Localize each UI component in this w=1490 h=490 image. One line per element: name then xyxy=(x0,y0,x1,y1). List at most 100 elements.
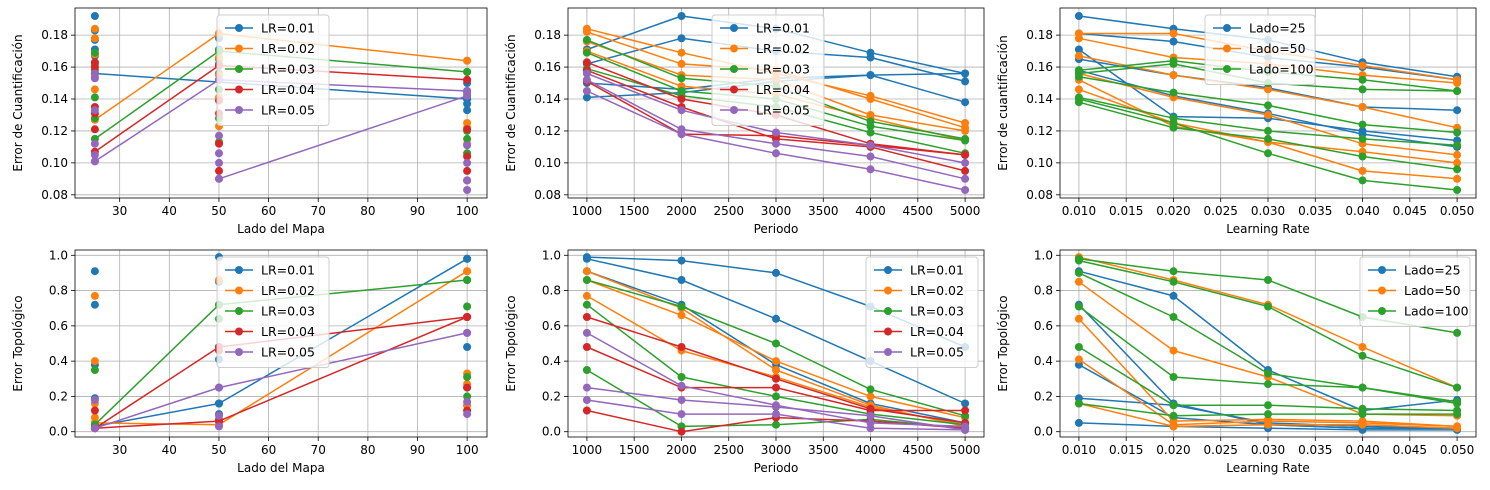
y-tick-label: 0.6 xyxy=(1034,319,1053,333)
y-tick-label: 0.4 xyxy=(49,354,68,368)
legend-label: LR=0.03 xyxy=(261,304,315,319)
y-tick-label: 0.08 xyxy=(41,188,68,202)
legend-marker xyxy=(1223,65,1231,73)
legend-label: LR=0.03 xyxy=(261,62,315,77)
data-point xyxy=(1453,150,1462,159)
legend-box xyxy=(711,14,825,126)
data-point xyxy=(1358,134,1367,143)
data-point xyxy=(1074,314,1083,323)
x-axis-label: Periodo xyxy=(754,461,799,475)
y-tick-label: 0.0 xyxy=(49,425,68,439)
data-point xyxy=(772,314,780,323)
series-5 xyxy=(582,328,970,434)
series-5 xyxy=(90,69,472,194)
x-tick-label: 0.035 xyxy=(1298,443,1332,457)
legend-label: LR=0.04 xyxy=(910,324,964,339)
legend-label: LR=0.01 xyxy=(261,263,315,278)
x-tick-label: 0.010 xyxy=(1062,443,1096,457)
data-point xyxy=(90,300,99,309)
data-point xyxy=(90,291,99,300)
legend-label: Lado=25 xyxy=(1249,21,1306,36)
data-point xyxy=(1264,134,1272,143)
legend-label: LR=0.01 xyxy=(910,263,964,278)
data-point xyxy=(463,56,472,65)
data-layer xyxy=(90,253,472,433)
y-tick-label: 0.10 xyxy=(1026,156,1053,170)
y-tick-label: 0.14 xyxy=(534,92,561,106)
legend: LR=0.01 LR=0.02 LR=0.03 LR=0.04 LR=0.05 xyxy=(865,256,979,368)
x-tick-label: 1500 xyxy=(619,204,650,218)
data-point xyxy=(772,268,780,277)
data-point xyxy=(961,126,970,135)
data-point xyxy=(582,383,591,392)
data-point xyxy=(677,74,686,83)
legend-marker xyxy=(730,85,738,94)
x-axis-label: Learning Rate xyxy=(1226,222,1309,236)
legend-label: Lado=25 xyxy=(1404,263,1461,278)
data-point xyxy=(463,397,472,406)
data-point xyxy=(961,186,970,194)
data-point xyxy=(866,128,875,137)
legend-marker xyxy=(884,286,892,295)
x-tick-label: 0.030 xyxy=(1251,443,1285,457)
y-tick-label: 0.2 xyxy=(49,389,68,403)
axes-frame xyxy=(567,249,985,438)
y-tick-label: 0.16 xyxy=(41,60,68,74)
legend-marker xyxy=(1378,266,1386,274)
x-tick-label: 4000 xyxy=(855,204,886,218)
data-point xyxy=(1453,174,1462,183)
x-axis-label: Periodo xyxy=(754,222,799,236)
data-point xyxy=(1074,268,1083,277)
legend-box xyxy=(865,256,979,368)
y-tick-label: 0.8 xyxy=(49,284,68,298)
data-point xyxy=(582,69,591,78)
legend-box xyxy=(1359,256,1471,327)
data-point xyxy=(1074,256,1083,265)
x-tick-label: 0.010 xyxy=(1062,204,1096,218)
data-point xyxy=(961,425,970,434)
legend-label: Lado=100 xyxy=(1249,62,1314,77)
x-tick-label: 0.025 xyxy=(1204,443,1238,457)
data-point xyxy=(1358,75,1367,84)
data-point xyxy=(463,328,472,337)
data-point xyxy=(582,75,591,84)
x-tick-label: 30 xyxy=(112,204,127,218)
data-point xyxy=(677,276,686,284)
y-tick-label: 0.16 xyxy=(534,60,561,74)
data-point xyxy=(215,166,223,175)
data-point xyxy=(1264,380,1272,389)
data-point xyxy=(677,410,686,419)
data-point xyxy=(677,95,686,103)
data-point xyxy=(582,406,591,415)
data-point xyxy=(866,141,875,150)
x-tick-label: 1500 xyxy=(619,443,650,457)
y-tick-label: 0.18 xyxy=(41,28,68,42)
data-point xyxy=(1074,302,1083,311)
x-tick-label: 50 xyxy=(211,204,226,218)
x-tick-label: 5000 xyxy=(950,443,981,457)
data-point xyxy=(90,74,99,83)
data-point xyxy=(1074,343,1083,351)
data-point xyxy=(677,343,686,351)
data-point xyxy=(582,93,591,102)
axes-frame xyxy=(1059,249,1477,438)
data-point xyxy=(582,267,591,276)
x-tick-label: 0.025 xyxy=(1204,204,1238,218)
data-point xyxy=(677,12,686,20)
data-point xyxy=(1264,111,1272,119)
data-point xyxy=(677,373,686,381)
legend-marker xyxy=(235,44,243,53)
x-tick-label: 0.045 xyxy=(1393,443,1427,457)
data-point xyxy=(1358,120,1367,129)
axes-frame xyxy=(74,7,488,199)
data-layer xyxy=(582,253,970,436)
subplot-6: 0.010 0.015 0.020 0.025 0.030 0.035 0.040 0.045… xyxy=(996,248,1477,475)
x-tick-label: 4500 xyxy=(903,204,934,218)
legend-marker xyxy=(730,24,738,32)
y-tick-label: 0.4 xyxy=(542,354,561,368)
data-point xyxy=(1169,401,1178,410)
data-point xyxy=(1453,424,1462,433)
x-tick-label: 0.040 xyxy=(1345,443,1379,457)
x-tick-label: 80 xyxy=(360,204,375,218)
data-point xyxy=(961,136,970,145)
